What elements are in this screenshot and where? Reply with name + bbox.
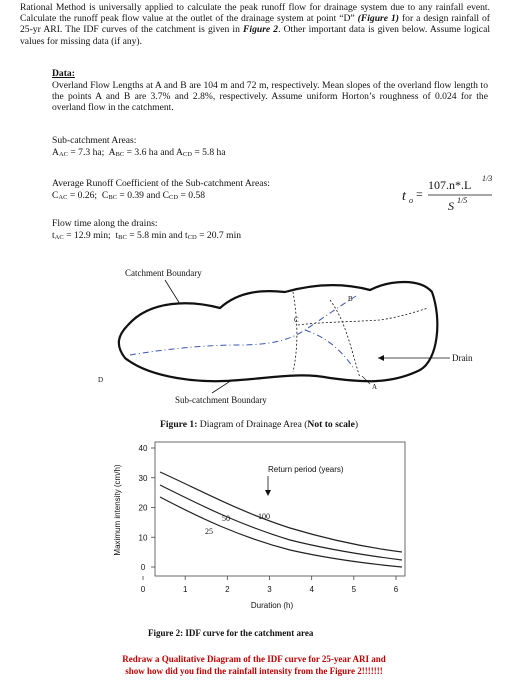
point-label: C	[294, 316, 299, 324]
subscript: AC	[54, 234, 64, 241]
value-text: = 0.39 and	[116, 190, 163, 201]
value-text: = 7.3 ha;	[67, 147, 109, 158]
pointer	[361, 375, 371, 385]
symbol: A	[108, 147, 116, 158]
areas-line: AAC = 7.3 ha; ABC = 3.6 ha and ACD = 5.8…	[52, 147, 226, 160]
value-text: = 0.58	[178, 190, 206, 201]
figure-caption: Figure 2: IDF curve for the catchment ar…	[148, 628, 314, 638]
x-tick-label: 3	[267, 585, 272, 594]
subscript: BC	[108, 194, 117, 201]
value-text: = 5.8 min and	[126, 230, 186, 241]
label: Catchment Boundary	[125, 268, 202, 278]
curve-label: 100	[258, 512, 270, 521]
x-tick-label: 2	[225, 585, 230, 594]
task-text: show how did you find the rainfall inten…	[125, 666, 382, 676]
formula-exp: 1/3	[482, 174, 492, 183]
sub-catchment-boundary	[292, 291, 429, 379]
point-label: B	[348, 295, 353, 303]
point-label: A	[372, 383, 377, 391]
x-tick-label: 6	[394, 585, 399, 594]
subscript: CD	[169, 194, 179, 201]
y-tick-label: 30	[139, 474, 148, 483]
pointer	[164, 279, 181, 305]
subscript: AC	[58, 151, 68, 158]
legend-title: Return period (years)	[268, 465, 344, 474]
caption-label: Figure 1:	[160, 419, 197, 430]
data-heading: Data:	[52, 68, 75, 79]
symbol: A	[175, 147, 183, 158]
x-tick-label: 0	[141, 585, 146, 594]
caption-text: )	[355, 419, 358, 430]
figure-ref: (Figure 1)	[357, 13, 399, 25]
intro-text: . Other important data is given below. A…	[20, 24, 490, 47]
symbol: A	[52, 147, 59, 158]
y-tick-label: 0	[141, 563, 146, 572]
intro-text: Rational Method is universally applied t…	[20, 2, 490, 25]
pointer	[211, 379, 233, 394]
value-text: = 20.7 min	[196, 230, 242, 241]
idf-chart: 25 50 100 Return period (years) Duration…	[113, 441, 406, 610]
formula-den: S	[448, 199, 454, 213]
y-axis-label: Maximum intensity (cm/h)	[113, 464, 122, 555]
symbol: C	[162, 190, 170, 201]
caption-text: Diagram of Drainage Area (	[197, 419, 307, 430]
drain-label: Drain	[452, 353, 473, 363]
formula-eq: =	[416, 187, 423, 201]
runoff-line: CAC = 0.26; CBC = 0.39 and CCD = 0.58	[52, 190, 205, 203]
y-tick-label: 10	[139, 533, 148, 542]
x-tick-label: 5	[352, 585, 357, 594]
areas-heading: Sub-catchment Areas:	[52, 135, 137, 146]
symbol: t	[115, 230, 119, 241]
arrowhead	[265, 490, 271, 496]
formula-num: 107.n*.L	[428, 178, 471, 192]
formula-exp: 1/5	[457, 196, 467, 205]
arrowhead	[378, 355, 384, 361]
x-tick-label: 4	[309, 585, 314, 594]
intro-text: for a design rainfall of 25-yr ARI. The …	[20, 13, 490, 36]
intro: Rational Method is universally applied t…	[20, 2, 490, 47]
flow-heading: Flow time along the drains:	[52, 218, 158, 229]
curve-label: 25	[205, 527, 213, 536]
figure-caption: Figure 1: Diagram of Drainage Area (Not …	[160, 419, 358, 430]
task-text: Redraw a Qualitative Diagram of the IDF …	[122, 654, 386, 664]
subscript: CD	[187, 234, 197, 241]
curve-label: 50	[222, 514, 230, 523]
idf-curve	[159, 496, 403, 568]
plot-frame	[154, 441, 406, 577]
value-text: = 5.8 ha	[191, 147, 226, 158]
symbol: C	[101, 190, 109, 201]
subscript: CD	[182, 151, 192, 158]
y-tick-label: 20	[139, 504, 148, 513]
y-tick-label: 40	[139, 444, 148, 453]
formula-t: t	[402, 189, 407, 204]
runoff-heading: Average Runoff Coefficient of the Sub-ca…	[52, 178, 270, 189]
subscript: AC	[58, 194, 68, 201]
figure-ref: Figure 2	[243, 24, 279, 36]
drain	[129, 295, 357, 356]
drain	[304, 329, 356, 371]
flow-line: tAC = 12.9 min; tBC = 5.8 min and tCD = …	[52, 230, 241, 243]
value-text: = 0.26;	[67, 190, 102, 201]
point-label: D	[98, 376, 103, 384]
idf-curve	[159, 471, 403, 553]
data-paragraph: Overland Flow Lengths at A and B are 104…	[52, 80, 488, 114]
value-text: = 12.9 min;	[63, 230, 116, 241]
subscript: BC	[118, 234, 127, 241]
symbol: t	[52, 230, 55, 241]
idf-curve	[159, 484, 403, 561]
caption-note: Not to scale	[307, 419, 355, 430]
x-axis-label: Duration (h)	[251, 601, 294, 610]
symbol: C	[52, 190, 59, 201]
catchment-outline	[117, 281, 439, 383]
value-text: = 3.6 ha and	[124, 147, 176, 158]
label: Sub-catchment Boundary	[175, 395, 267, 405]
subscript: BC	[115, 151, 125, 158]
formula-sub: o	[409, 196, 413, 205]
symbol: t	[185, 230, 188, 241]
x-tick-label: 1	[183, 585, 188, 594]
